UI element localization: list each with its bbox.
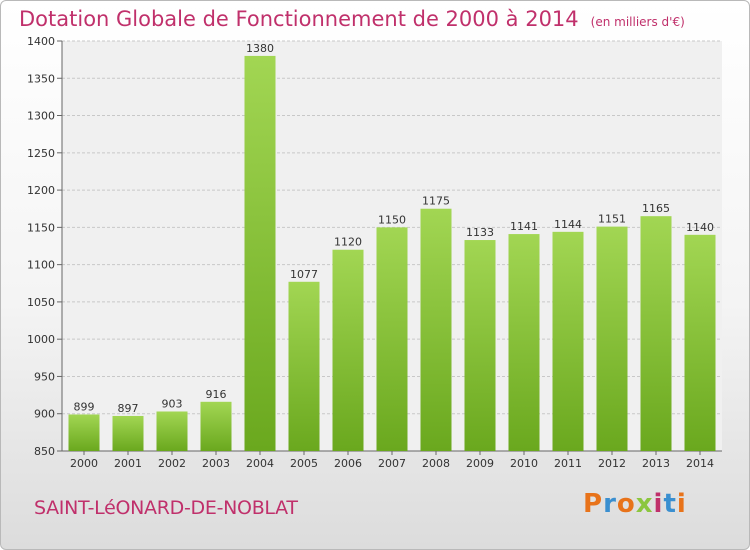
commune-name: SAINT-LéONARD-DE-NOBLAT <box>34 497 298 519</box>
y-tick-label: 1200 <box>27 184 55 197</box>
x-tick-label: 2003 <box>202 457 230 470</box>
x-tick-label: 2010 <box>510 457 538 470</box>
bar <box>376 227 408 451</box>
x-tick-label: 2001 <box>114 457 142 470</box>
logo-letter: i <box>653 489 664 519</box>
bar <box>332 249 364 451</box>
logo-letter: P <box>583 489 604 519</box>
x-tick-label: 2004 <box>246 457 274 470</box>
y-tick-label: 1300 <box>27 110 55 123</box>
y-tick-label: 1100 <box>27 259 55 272</box>
x-tick-label: 2000 <box>70 457 98 470</box>
y-tick-label: 950 <box>34 370 55 383</box>
bar-value-label: 1151 <box>598 213 626 226</box>
x-tick-label: 2005 <box>290 457 318 470</box>
x-tick-label: 2011 <box>554 457 582 470</box>
bar-value-label: 1165 <box>642 202 670 215</box>
bar <box>464 240 496 451</box>
bar <box>68 414 100 451</box>
bar-value-label: 916 <box>206 388 227 401</box>
bar-value-label: 899 <box>74 400 95 413</box>
bar-value-label: 1120 <box>334 236 362 249</box>
logo-letter: x <box>635 489 654 519</box>
y-tick-label: 1000 <box>27 333 55 346</box>
bar <box>596 226 628 451</box>
y-tick-label: 1150 <box>27 221 55 234</box>
logo-letter: r <box>603 489 617 519</box>
x-tick-label: 2008 <box>422 457 450 470</box>
x-tick-label: 2009 <box>466 457 494 470</box>
bar-value-label: 1133 <box>466 226 494 239</box>
y-tick-label: 1350 <box>27 72 55 85</box>
x-tick-label: 2002 <box>158 457 186 470</box>
bar-value-label: 1175 <box>422 195 450 208</box>
x-tick-label: 2007 <box>378 457 406 470</box>
bar <box>684 234 716 451</box>
bar-value-label: 1140 <box>686 221 714 234</box>
y-tick-label: 1050 <box>27 296 55 309</box>
chart-title: Dotation Globale de Fonctionnement de 20… <box>19 7 579 31</box>
bar <box>508 234 540 451</box>
logo-letter: i <box>676 489 687 519</box>
x-tick-label: 2014 <box>686 457 714 470</box>
y-tick-label: 850 <box>34 445 55 458</box>
y-tick-label: 1250 <box>27 147 55 160</box>
y-tick-label: 1400 <box>27 35 55 48</box>
logo-letter: t <box>663 489 677 519</box>
title-row: Dotation Globale de Fonctionnement de 20… <box>19 7 685 31</box>
bar-value-label: 1150 <box>378 213 406 226</box>
bar <box>552 231 584 451</box>
bar-value-label: 1144 <box>554 218 582 231</box>
x-tick-label: 2013 <box>642 457 670 470</box>
bar <box>244 55 276 452</box>
x-tick-label: 2006 <box>334 457 362 470</box>
bar-value-label: 1380 <box>246 42 274 55</box>
bar <box>200 401 232 451</box>
bar <box>112 415 144 451</box>
bar <box>420 208 452 451</box>
bar-value-label: 1141 <box>510 220 538 233</box>
bar-value-label: 903 <box>162 397 183 410</box>
bar-value-label: 897 <box>118 402 139 415</box>
logo-letter: o <box>616 489 636 519</box>
bar <box>288 281 320 451</box>
y-tick-label: 900 <box>34 408 55 421</box>
chart-subtitle: (en milliers d'€) <box>590 15 685 29</box>
bar <box>156 411 188 451</box>
bar <box>640 216 672 451</box>
x-tick-label: 2012 <box>598 457 626 470</box>
bar-value-label: 1077 <box>290 268 318 281</box>
proxiti-logo[interactable]: Proxiti <box>583 489 687 519</box>
